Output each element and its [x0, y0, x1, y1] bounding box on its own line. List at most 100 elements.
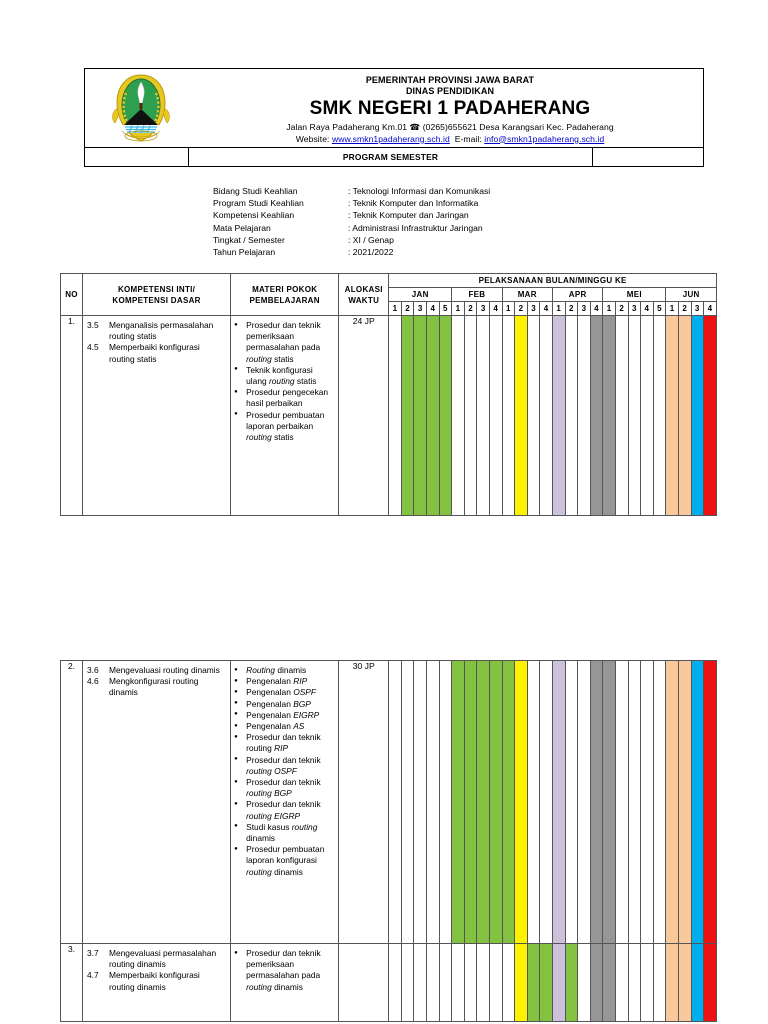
letterhead-text: PEMERINTAH PROVINSI JAWA BARAT DINAS PEN…	[197, 69, 703, 147]
metadata-row: Tingkat / Semester: XI / Genap	[213, 234, 490, 246]
schedule-cell-lavender[interactable]	[551, 660, 566, 944]
schedule-cell-green[interactable]	[426, 315, 440, 516]
schedule-cell-empty[interactable]	[614, 315, 629, 516]
schedule-cell-empty[interactable]	[413, 943, 428, 1022]
month-header-jan: JAN	[388, 287, 453, 302]
schedule-cell-empty[interactable]	[463, 315, 478, 516]
schedule-cell-empty[interactable]	[577, 315, 591, 516]
schedule-cell-empty[interactable]	[652, 315, 667, 516]
schedule-cell-lavender[interactable]	[551, 943, 566, 1022]
schedule-cell-green[interactable]	[438, 315, 453, 516]
email-link[interactable]: info@smkn1padaherang.sch.id	[484, 133, 605, 144]
schedule-cell-yellow[interactable]	[514, 315, 528, 516]
schedule-cell-empty[interactable]	[463, 943, 478, 1022]
schedule-cell-peach[interactable]	[665, 660, 679, 944]
schedule-cell-empty[interactable]	[627, 660, 642, 944]
schedule-cell-peach[interactable]	[665, 315, 679, 516]
schedule-cell-blue[interactable]	[690, 660, 705, 944]
schedule-cell-empty[interactable]	[564, 660, 579, 944]
schedule-cell-empty[interactable]	[652, 660, 667, 944]
schedule-cell-empty[interactable]	[614, 660, 629, 944]
schedule-cell-peach[interactable]	[677, 660, 692, 944]
kompetensi-item: 4.7 Memperbaiki konfigurasi routing dinam…	[87, 970, 227, 992]
schedule-cell-empty[interactable]	[564, 315, 579, 516]
schedule-cell-lavender[interactable]	[551, 315, 566, 516]
schedule-cell-empty[interactable]	[451, 943, 465, 1022]
schedule-cell-empty[interactable]	[426, 943, 440, 1022]
schedule-cell-green[interactable]	[564, 943, 579, 1022]
website-link[interactable]: www.smkn1padaherang.sch.id	[331, 133, 450, 144]
schedule-cell-gray[interactable]	[589, 660, 604, 944]
schedule-cell-empty[interactable]	[388, 943, 402, 1022]
schedule-cell-yellow[interactable]	[514, 943, 528, 1022]
schedule-cell-green[interactable]	[501, 660, 516, 944]
schedule-cell-empty[interactable]	[501, 943, 516, 1022]
schedule-cell-gray[interactable]	[589, 315, 604, 516]
schedule-cell-empty[interactable]	[640, 943, 654, 1022]
schedule-cell-empty[interactable]	[413, 660, 428, 944]
schedule-cell-gray[interactable]	[602, 315, 616, 516]
schedule-cell-empty[interactable]	[652, 943, 667, 1022]
school-contact: Website: www.smkn1padaherang.sch.id E-ma…	[296, 134, 604, 144]
schedule-cell-green[interactable]	[463, 660, 478, 944]
schedule-cell-empty[interactable]	[640, 660, 654, 944]
month-header-jun: JUN	[665, 287, 717, 302]
schedule-cell-red[interactable]	[703, 315, 717, 516]
schedule-cell-empty[interactable]	[577, 943, 591, 1022]
kompetensi-text: Mengkonfigurasi routing dinamis	[109, 676, 199, 698]
schedule-cell-empty[interactable]	[388, 660, 402, 944]
schedule-cell-red[interactable]	[703, 660, 717, 944]
letterhead: PEMERINTAH PROVINSI JAWA BARAT DINAS PEN…	[84, 68, 704, 167]
schedule-cell-empty[interactable]	[438, 943, 453, 1022]
week-header: 1	[551, 301, 566, 316]
schedule-cell-empty[interactable]	[627, 315, 642, 516]
schedule-cell-peach[interactable]	[665, 943, 679, 1022]
materi-item: Prosedur dan teknik pemeriksaan permasal…	[233, 948, 334, 993]
alokasi-waktu: 24 JP	[338, 315, 390, 516]
schedule-cell-empty[interactable]	[489, 315, 503, 516]
materi-item: Studi kasus routing dinamis	[233, 821, 334, 844]
schedule-cell-empty[interactable]	[539, 315, 553, 516]
schedule-cell-empty[interactable]	[640, 315, 654, 516]
schedule-cell-empty[interactable]	[451, 315, 465, 516]
schedule-cell-green[interactable]	[451, 660, 465, 944]
schedule-cell-green[interactable]	[413, 315, 428, 516]
schedule-cell-blue[interactable]	[690, 315, 705, 516]
schedule-cell-empty[interactable]	[501, 315, 516, 516]
schedule-cell-green[interactable]	[526, 943, 541, 1022]
col-alokasi-header: ALOKASI WAKTU	[338, 273, 390, 316]
schedule-cell-green[interactable]	[476, 660, 490, 944]
schedule-cell-empty[interactable]	[627, 943, 642, 1022]
schedule-cell-empty[interactable]	[400, 660, 415, 944]
schedule-cell-peach[interactable]	[677, 943, 692, 1022]
schedule-cell-gray[interactable]	[589, 943, 604, 1022]
schedule-cell-red[interactable]	[703, 943, 717, 1022]
schedule-cell-empty[interactable]	[526, 660, 541, 944]
schedule-cell-empty[interactable]	[426, 660, 440, 944]
schedule-cell-empty[interactable]	[388, 315, 402, 516]
schedule-cell-gray[interactable]	[602, 660, 616, 944]
letterhead-banner-row: PROGRAM SEMESTER	[85, 147, 703, 166]
schedule-cell-empty[interactable]	[614, 943, 629, 1022]
schedule-cell-empty[interactable]	[489, 943, 503, 1022]
schedule-cell-green[interactable]	[539, 943, 553, 1022]
row-number: 3.	[59, 943, 84, 1022]
schedule-cell-empty[interactable]	[476, 943, 490, 1022]
week-header: 3	[476, 301, 490, 316]
schedule-cell-empty[interactable]	[400, 943, 415, 1022]
schedule-cell-empty[interactable]	[539, 660, 553, 944]
alokasi-waktu: 30 JP	[338, 660, 390, 944]
school-name: SMK NEGERI 1 PADAHERANG	[309, 97, 591, 119]
schedule-cell-yellow[interactable]	[514, 660, 528, 944]
schedule-cell-gray[interactable]	[602, 943, 616, 1022]
schedule-cell-green[interactable]	[400, 315, 415, 516]
schedule-cell-empty[interactable]	[577, 660, 591, 944]
schedule-cell-blue[interactable]	[690, 943, 705, 1022]
metadata-value: : Teknologi Informasi dan Komunikasi	[348, 186, 491, 196]
schedule-cell-empty[interactable]	[438, 660, 453, 944]
schedule-cell-empty[interactable]	[476, 315, 490, 516]
schedule-cell-empty[interactable]	[526, 315, 541, 516]
schedule-cell-peach[interactable]	[677, 315, 692, 516]
schedule-cell-green[interactable]	[489, 660, 503, 944]
